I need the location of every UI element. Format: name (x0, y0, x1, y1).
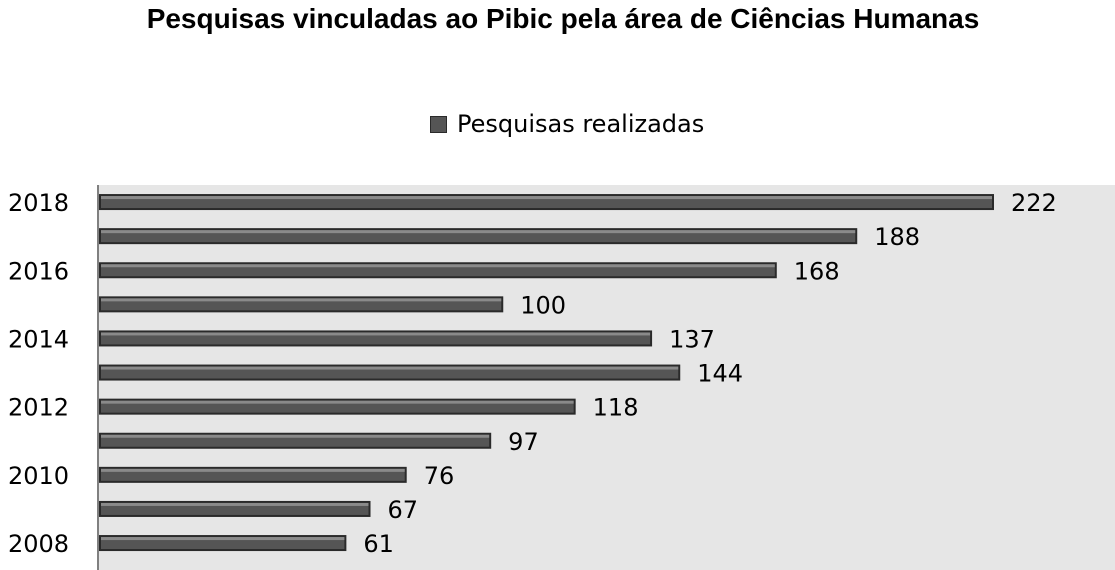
bar-highlight (101, 468, 405, 472)
legend: Pesquisas realizadas (430, 108, 704, 140)
bar-highlight (101, 332, 651, 336)
bar-highlight (101, 230, 856, 234)
data-label-2009: 67 (388, 496, 419, 524)
data-label-2013: 144 (697, 360, 743, 388)
bar-highlight (101, 366, 679, 370)
data-label-2011: 97 (508, 428, 539, 456)
y-tick-label-2012: 2012 (8, 394, 69, 422)
bar-highlight (101, 298, 502, 302)
y-tick-label-2008: 2008 (8, 530, 69, 558)
y-tick-label-2010: 2010 (8, 462, 69, 490)
bar-highlight (101, 400, 574, 404)
data-label-2012: 118 (593, 394, 639, 422)
chart-title: Pesquisas vinculadas ao Pibic pela área … (146, 3, 980, 34)
y-tick-label-2018: 2018 (8, 189, 69, 217)
data-label-2018: 222 (1011, 189, 1057, 217)
data-label-2015: 100 (520, 291, 566, 319)
data-label-2017: 188 (874, 223, 920, 251)
y-tick-label-2016: 2016 (8, 257, 69, 285)
legend-entry-pesquisas-realizadas: Pesquisas realizadas (457, 110, 705, 138)
data-label-2010: 76 (424, 462, 455, 490)
legend-swatch (430, 115, 447, 133)
bar-highlight (101, 537, 345, 541)
y-tick-label-2014: 2014 (8, 325, 69, 353)
data-label-2014: 137 (669, 325, 715, 353)
bar-highlight (101, 264, 775, 268)
data-label-2016: 168 (794, 257, 840, 285)
bar-highlight (101, 502, 369, 506)
bar-highlight (101, 196, 992, 200)
bar-highlight (101, 434, 490, 438)
data-label-2008: 61 (363, 530, 394, 558)
